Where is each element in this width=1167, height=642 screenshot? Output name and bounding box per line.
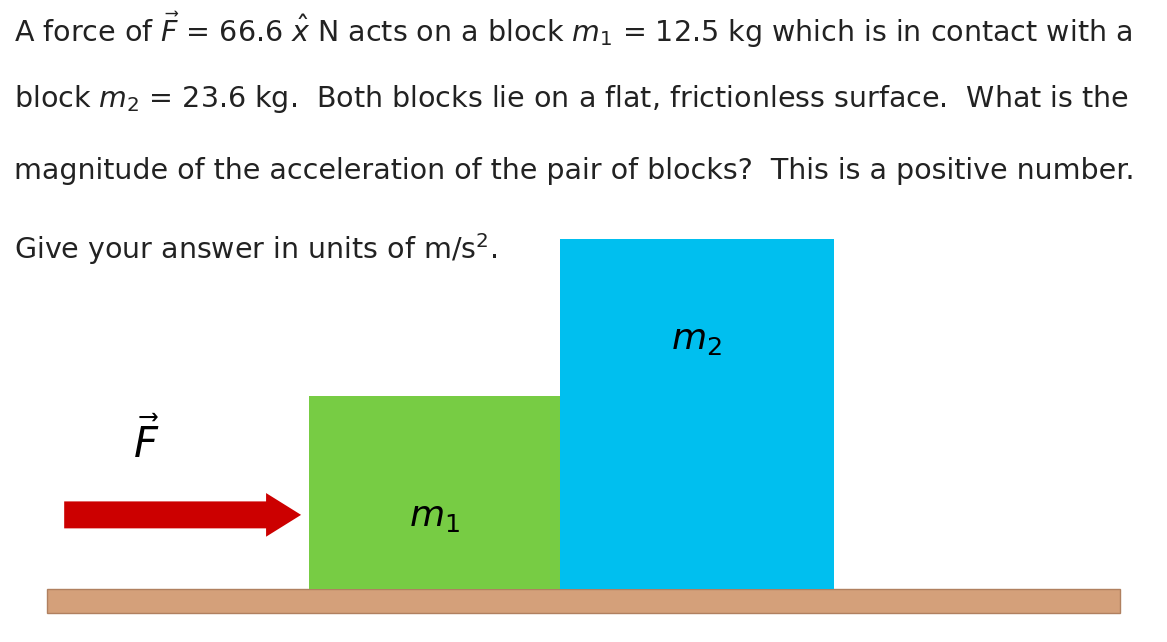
Text: $m_1$: $m_1$	[408, 500, 460, 534]
Text: $m_2$: $m_2$	[671, 324, 722, 357]
FancyArrow shape	[64, 493, 301, 537]
Text: block $m_2$ = 23.6 kg.  Both blocks lie on a flat, frictionless surface.  What i: block $m_2$ = 23.6 kg. Both blocks lie o…	[14, 83, 1128, 116]
Text: Give your answer in units of m/s$^2$.: Give your answer in units of m/s$^2$.	[14, 231, 497, 267]
Bar	[47, 589, 1120, 613]
Text: A force of $\vec{F}$ = 66.6 $\hat{x}$ N acts on a block $m_1$ = 12.5 kg which is: A force of $\vec{F}$ = 66.6 $\hat{x}$ N …	[14, 10, 1132, 50]
Text: $\vec{F}$: $\vec{F}$	[133, 419, 159, 467]
Bar	[309, 396, 560, 589]
Text: magnitude of the acceleration of the pair of blocks?  This is a positive number.: magnitude of the acceleration of the pai…	[14, 157, 1134, 186]
Bar	[560, 239, 834, 589]
